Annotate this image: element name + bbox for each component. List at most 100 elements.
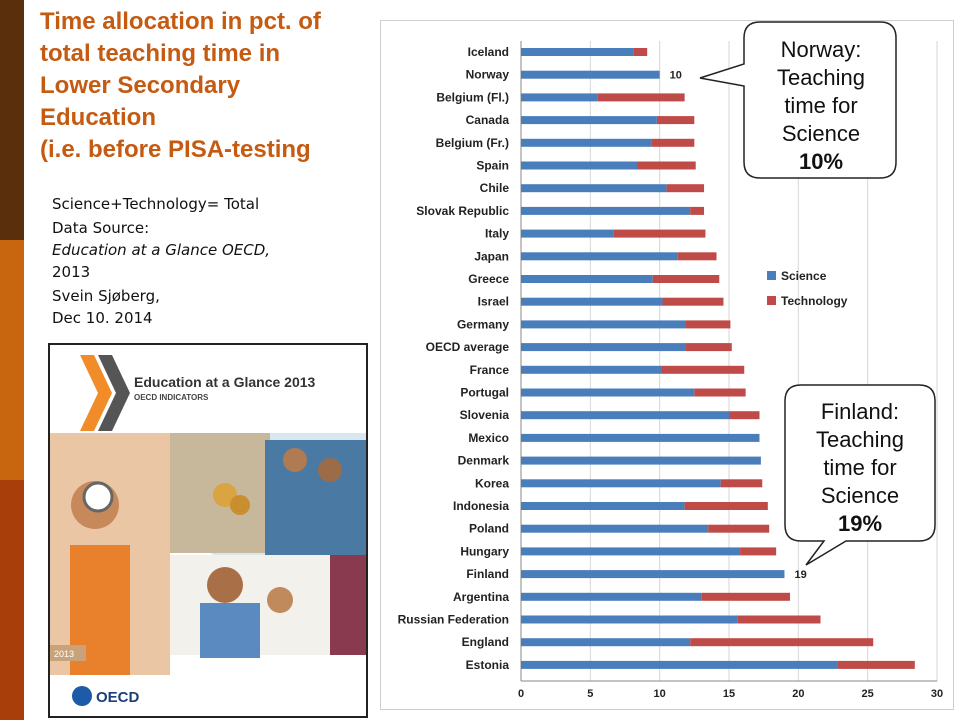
bar-science — [521, 433, 760, 442]
data-label: 19 — [794, 569, 806, 581]
title-line: Education — [40, 104, 157, 131]
bar-technology — [637, 161, 696, 170]
finland-callout: Finland: Teaching time for Science 19% — [786, 398, 934, 538]
category-label: France — [470, 363, 510, 377]
bar-technology — [690, 206, 705, 215]
strip-segment-bottom — [0, 480, 24, 720]
bar-technology — [729, 411, 760, 420]
bar-technology — [656, 116, 695, 125]
callout-line: Finland: — [820, 399, 900, 424]
bar-technology — [690, 638, 874, 647]
formula-note: Science+Technology= Total — [52, 195, 260, 213]
source-label: Data Source: — [52, 219, 150, 237]
bar-technology — [633, 48, 648, 56]
category-label: Estonia — [466, 658, 510, 672]
callout-line: Science — [781, 121, 861, 146]
bar-technology — [666, 184, 705, 193]
category-label: Slovenia — [460, 408, 510, 422]
bar-technology — [740, 547, 777, 556]
bar-technology — [597, 93, 685, 102]
bar-science — [521, 206, 691, 215]
chart-bars — [521, 48, 915, 669]
author-block: Svein Sjøberg, Dec 10. 2014 — [52, 285, 352, 329]
x-tick-label: 5 — [587, 688, 593, 700]
callout-line: Teaching — [776, 65, 866, 90]
x-tick-label: 25 — [862, 688, 874, 700]
cover-art: Education at a Glance 2013 OECD INDICATO… — [50, 345, 366, 716]
bar-science — [521, 70, 660, 79]
bar-technology — [686, 320, 731, 329]
bar-science — [521, 48, 634, 56]
bar-science — [521, 365, 662, 374]
slide-title: Time allocation in pct. of total teachin… — [40, 6, 370, 166]
category-label: Indonesia — [453, 499, 509, 513]
x-tick-label: 0 — [518, 688, 524, 700]
norway-callout-bubble — [699, 21, 897, 179]
finland-value: 19% — [837, 511, 883, 536]
bar-science — [521, 502, 685, 510]
bar-science — [521, 138, 652, 147]
bar-technology — [661, 365, 745, 374]
chart-category-labels: Iceland Norway Belgium (Fl.) Canada Belgium … — [398, 45, 510, 672]
legend-label: Science — [781, 269, 827, 283]
chart-data-labels: 10 19 — [670, 70, 807, 581]
slide-notes: Science+Technology= Total Data Source: E… — [52, 193, 352, 331]
bar-technology — [651, 138, 695, 147]
category-label: England — [462, 635, 509, 649]
bar-science — [521, 388, 695, 397]
oecd-chevron-logo — [80, 355, 130, 431]
bar-technology — [720, 479, 763, 488]
bar-science — [521, 184, 667, 193]
category-label: Germany — [457, 317, 509, 331]
bar-science — [521, 524, 709, 533]
bar-science — [521, 161, 638, 170]
callout-line: time for — [823, 455, 897, 480]
bar-technology — [701, 592, 791, 601]
data-label: 10 — [670, 70, 682, 82]
title-line: Time allocation in pct. of — [40, 8, 321, 35]
finland-callout-bubble — [784, 384, 936, 566]
legend-swatch — [767, 296, 776, 305]
bar-science — [521, 275, 653, 283]
callout-line: Science — [820, 483, 900, 508]
bar-science — [521, 456, 761, 465]
category-label: Belgium (Fl.) — [436, 90, 509, 104]
category-label: Korea — [475, 476, 509, 490]
category-label: Russian Federation — [398, 613, 509, 627]
category-label: Canada — [466, 113, 510, 127]
callout-line: Teaching — [815, 427, 905, 452]
category-label: Chile — [480, 181, 510, 195]
category-label: Denmark — [458, 454, 510, 468]
x-tick-label: 15 — [723, 688, 735, 700]
bar-technology — [737, 615, 821, 624]
category-label: Finland — [466, 567, 509, 581]
bar-technology — [694, 388, 746, 397]
cover-year: 2013 — [54, 649, 74, 659]
bar-science — [521, 297, 663, 306]
category-label: Japan — [474, 249, 509, 263]
category-label: Argentina — [453, 590, 509, 604]
category-label: Greece — [468, 272, 509, 286]
bar-science — [521, 411, 729, 420]
title-line: total teaching time in — [40, 40, 281, 67]
book-cover-image: Education at a Glance 2013 OECD INDICATO… — [48, 343, 368, 718]
bar-technology — [708, 524, 770, 533]
x-tick-label: 30 — [931, 688, 943, 700]
bar-science — [521, 252, 678, 261]
bar-technology — [652, 275, 720, 283]
decorative-side-strip — [0, 0, 24, 720]
category-label: Poland — [469, 522, 509, 536]
title-line: (i.e. before PISA-testing — [40, 136, 311, 163]
bar-science — [521, 320, 687, 329]
bar-science — [521, 592, 702, 601]
legend-label: Technology — [781, 294, 848, 308]
x-tick-label: 10 — [654, 688, 666, 700]
bar-technology — [837, 660, 915, 669]
x-tick-label: 20 — [792, 688, 804, 700]
bar-science — [521, 229, 614, 238]
bar-science — [521, 638, 691, 647]
cover-photo-pattern — [330, 555, 366, 655]
category-label: Belgium (Fr.) — [436, 136, 509, 150]
oecd-globe-icon — [72, 686, 92, 706]
